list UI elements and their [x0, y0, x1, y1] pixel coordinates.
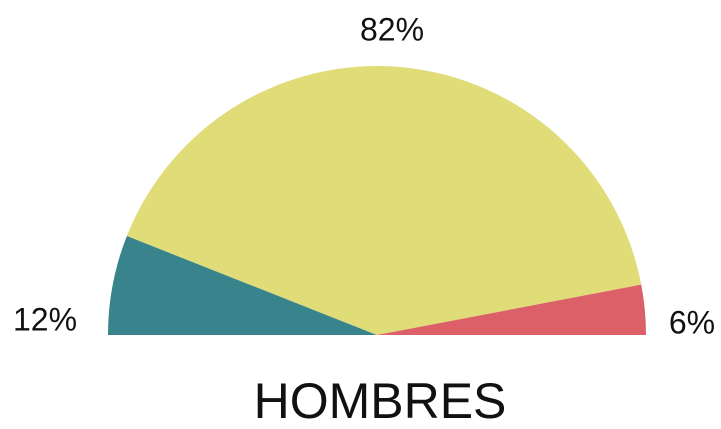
pie-slice	[126, 65, 642, 336]
data-label: 6%	[669, 304, 715, 340]
chart-title: HOMBRES	[254, 373, 507, 429]
pie-slice	[108, 235, 377, 335]
data-label: 12%	[13, 301, 77, 337]
data-label: 82%	[360, 11, 424, 47]
pie-slice	[377, 284, 646, 335]
